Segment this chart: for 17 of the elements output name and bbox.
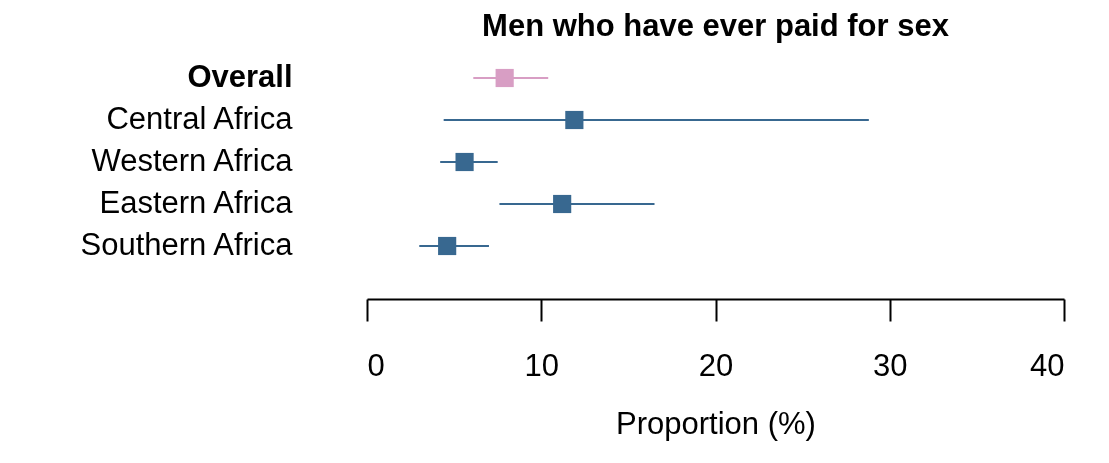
x-tick-label: 20	[698, 347, 734, 383]
point	[553, 194, 572, 214]
x-tick-label: 40	[1030, 347, 1065, 383]
y-tick-label: Central Africa	[106, 101, 294, 136]
x-axis-title: Proportion (%)	[616, 405, 816, 441]
y-tick-label: Overall	[187, 59, 293, 94]
y-tick-label: Western Africa	[91, 143, 294, 178]
x-tick-label: 0	[367, 347, 385, 383]
y-tick-label: Eastern Africa	[99, 185, 294, 220]
chart-title: Men who have ever paid for sex	[482, 8, 950, 43]
point	[495, 68, 514, 88]
point	[565, 110, 584, 130]
y-tick-label: Southern Africa	[80, 227, 294, 262]
x-tick-label: 30	[873, 347, 908, 383]
x-tick-label: 10	[524, 347, 559, 383]
point	[455, 152, 474, 172]
point	[438, 236, 457, 256]
